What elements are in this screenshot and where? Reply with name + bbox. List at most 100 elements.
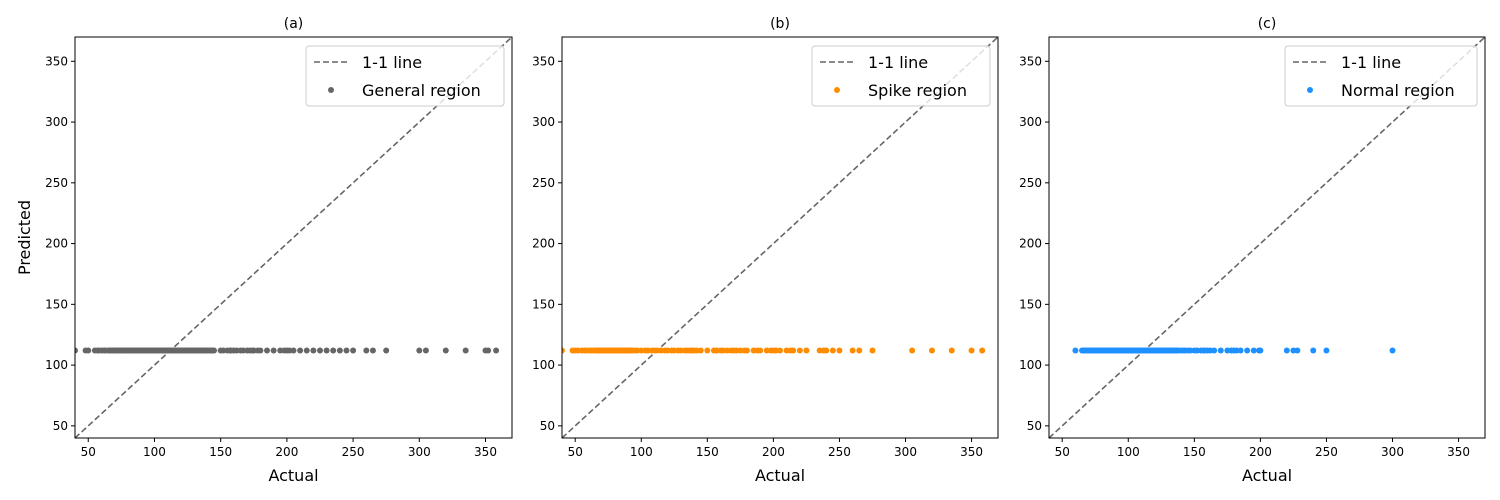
scatter-point xyxy=(297,347,304,354)
scatter-point xyxy=(422,347,429,354)
y-tick-label: 250 xyxy=(1019,176,1042,190)
legend-label-series: Normal region xyxy=(1341,81,1455,100)
y-tick-label: 300 xyxy=(1019,115,1042,129)
scatter-series xyxy=(562,347,986,354)
y-tick-label: 100 xyxy=(1019,358,1042,372)
scatter-point xyxy=(363,347,370,354)
legend: 1-1 line General region xyxy=(305,45,505,107)
scatter-point xyxy=(1310,347,1317,354)
x-tick-label: 200 xyxy=(762,445,785,459)
x-tick-label: 100 xyxy=(143,445,166,459)
y-tick-label: 200 xyxy=(45,237,68,251)
scatter-point xyxy=(330,347,337,354)
y-tick-label: 50 xyxy=(540,419,555,433)
scatter-point xyxy=(369,347,376,354)
legend-label-one-to-one: 1-1 line xyxy=(1341,53,1401,72)
scatter-point xyxy=(1237,347,1244,354)
subplot-a: 50 100 150 200 250 300 350 50 100 150 200 250 300 350… xyxy=(15,16,513,485)
y-tick-label: 50 xyxy=(53,419,68,433)
x-tick-label: 150 xyxy=(1183,445,1206,459)
x-tick-label: 350 xyxy=(1447,445,1470,459)
y-tick-label: 300 xyxy=(45,115,68,129)
legend-dot-marker xyxy=(1307,87,1313,93)
plot-area xyxy=(1049,37,1485,438)
legend-label-one-to-one: 1-1 line xyxy=(868,53,928,72)
x-tick-label: 100 xyxy=(630,445,653,459)
scatter-point xyxy=(869,347,876,354)
scatter-point xyxy=(1323,347,1330,354)
scatter-point xyxy=(1294,347,1301,354)
scatter-point xyxy=(343,347,350,354)
y-tick-label: 350 xyxy=(532,54,555,68)
y-tick-label: 150 xyxy=(532,297,555,311)
scatter-point xyxy=(350,347,357,354)
legend: 1-1 line Normal region xyxy=(1284,45,1478,107)
subplot-title: (c) xyxy=(1258,16,1277,32)
legend-label-series: General region xyxy=(362,81,481,100)
legend-box xyxy=(305,45,505,107)
scatter-point xyxy=(316,347,323,354)
y-tick-label: 50 xyxy=(1027,419,1042,433)
scatter-point xyxy=(485,347,492,354)
x-tick-label: 250 xyxy=(828,445,851,459)
y-tick-label: 200 xyxy=(1019,237,1042,251)
scatter-point xyxy=(383,347,390,354)
scatter-point xyxy=(336,347,343,354)
x-tick-label: 350 xyxy=(960,445,983,459)
scatter-point xyxy=(928,347,935,354)
x-tick-label: 250 xyxy=(1315,445,1338,459)
axes-frame xyxy=(74,36,513,439)
x-axis-label: Actual xyxy=(755,466,805,485)
scatter-point xyxy=(257,347,264,354)
x-tick-label: 200 xyxy=(1249,445,1272,459)
y-tick-label: 300 xyxy=(532,115,555,129)
y-tick-label: 250 xyxy=(45,176,68,190)
axes-frame xyxy=(1048,36,1486,439)
scatter-point xyxy=(836,347,843,354)
y-tick-label: 200 xyxy=(532,237,555,251)
x-tick-label: 200 xyxy=(275,445,298,459)
scatter-point xyxy=(968,347,975,354)
scatter-series xyxy=(75,347,500,354)
x-tick-label: 250 xyxy=(342,445,365,459)
subplot-c: 50 100 150 200 250 300 350 50 100 150 200 250 300 350… xyxy=(1019,16,1486,485)
scatter-point xyxy=(909,347,916,354)
scatter-point xyxy=(704,347,711,354)
scatter-point xyxy=(796,347,803,354)
scatter-point xyxy=(1211,347,1218,354)
scatter-point xyxy=(1244,347,1251,354)
legend-box xyxy=(811,45,991,107)
scatter-point xyxy=(264,347,271,354)
x-tick-label: 100 xyxy=(1117,445,1140,459)
scatter-point xyxy=(310,347,317,354)
scatter-point xyxy=(270,347,277,354)
legend-box xyxy=(1284,45,1478,107)
scatter-point xyxy=(777,347,783,354)
scatter-point xyxy=(290,347,297,354)
scatter-point xyxy=(757,347,764,354)
x-tick-label: 350 xyxy=(474,445,497,459)
scatter-point xyxy=(416,347,423,354)
scatter-point xyxy=(849,347,856,354)
scatter-point xyxy=(323,347,330,354)
y-tick-label: 350 xyxy=(45,54,68,68)
scatter-point xyxy=(948,347,955,354)
scatter-point xyxy=(442,347,449,354)
x-tick-label: 300 xyxy=(1381,445,1404,459)
legend: 1-1 line Spike region xyxy=(811,45,991,107)
axes-frame xyxy=(561,36,999,439)
scatter-point xyxy=(493,347,500,354)
scatter-point xyxy=(303,347,310,354)
x-tick-label: 150 xyxy=(696,445,719,459)
y-tick-label: 100 xyxy=(532,358,555,372)
y-tick-label: 350 xyxy=(1019,54,1042,68)
scatter-point xyxy=(1257,347,1264,354)
scatter-point xyxy=(790,347,797,354)
plot-area xyxy=(75,37,512,438)
subplot-b: 50 100 150 200 250 300 350 50 100 150 200 250 300 350… xyxy=(532,16,999,485)
plot-area xyxy=(562,37,998,438)
scatter-point xyxy=(979,347,986,354)
y-tick-label: 150 xyxy=(1019,297,1042,311)
x-tick-label: 50 xyxy=(1055,445,1070,459)
x-tick-label: 50 xyxy=(568,445,583,459)
